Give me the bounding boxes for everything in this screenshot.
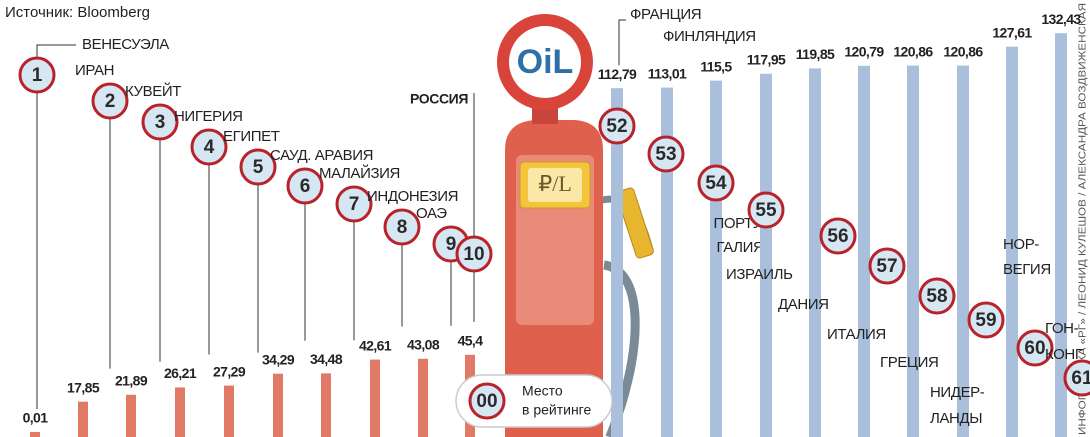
category-label: ГРЕЦИЯ: [880, 354, 938, 371]
source: Источник: Bloomberg: [5, 4, 150, 21]
value-label: 27,29: [213, 363, 246, 379]
value-label: 120,86: [943, 43, 983, 59]
category-label: ГАЛИЯ: [717, 239, 764, 256]
category-label: САУД. АРАВИЯ: [270, 147, 373, 164]
category-label: ИНДОНЕЗИЯ: [367, 188, 458, 205]
value-label: 34,48: [310, 351, 343, 367]
rank: 60: [1024, 338, 1045, 359]
value-label: 120,79: [844, 43, 884, 59]
category-label: ОАЭ: [416, 205, 447, 222]
category-label: ЕГИПЕТ: [223, 128, 280, 145]
bar: [370, 360, 380, 437]
category-label: ГОН-: [1045, 320, 1079, 337]
category-label: ИРАН: [75, 62, 114, 79]
bar: [224, 386, 234, 437]
value-label: 120,86: [893, 43, 933, 59]
value-label: 34,29: [262, 351, 295, 367]
bar: [126, 395, 136, 437]
category-label: ФИНЛЯНДИЯ: [663, 28, 756, 45]
category-label: ИТАЛИЯ: [827, 326, 886, 343]
rank: 3: [155, 112, 166, 133]
value-label: 115,5: [700, 58, 732, 74]
rank: 61: [1071, 368, 1090, 389]
category-label: ФРАНЦИЯ: [630, 6, 701, 23]
rank: 56: [827, 226, 848, 247]
value-label: 42,61: [359, 337, 392, 353]
value-label: 17,85: [67, 379, 100, 395]
rank: 10: [463, 244, 484, 265]
leader-line: [619, 20, 626, 65]
rank: 53: [655, 144, 676, 165]
bar: [30, 432, 40, 437]
pump-brand: OiL: [517, 43, 574, 81]
rank: 4: [204, 137, 215, 158]
bar: [78, 402, 88, 437]
rank: 52: [606, 116, 627, 137]
bar: [858, 66, 870, 437]
category-label: НИДЕР-: [930, 384, 985, 401]
rank: 55: [755, 200, 777, 221]
bar: [760, 74, 772, 437]
category-label: КУВЕЙТ: [125, 82, 181, 100]
bar: [809, 68, 821, 437]
rank: 1: [32, 65, 43, 86]
category-label: НОР-: [1003, 236, 1039, 253]
value-label: 127,61: [992, 24, 1032, 40]
value-label: 119,85: [796, 46, 835, 62]
rank: 9: [446, 234, 457, 255]
rank: 7: [349, 194, 360, 215]
bar: [907, 66, 919, 437]
rank: 2: [105, 91, 116, 112]
category-label: ИЗРАИЛЬ: [726, 266, 793, 283]
category-label: РОССИЯ: [410, 91, 468, 107]
rank: 58: [926, 286, 947, 307]
leader-line: [37, 45, 76, 58]
rank: 54: [705, 173, 727, 194]
value-label: 45,4: [458, 333, 484, 349]
category-label: НИГЕРИЯ: [174, 108, 243, 125]
pump-sign: ₽/L: [538, 171, 572, 196]
value-label: 117,95: [747, 51, 786, 67]
category-label: ВЕГИЯ: [1003, 261, 1051, 278]
category-label: ЛАНДЫ: [930, 410, 982, 427]
chart: Источник: Bloomberg ИНФОГРАФИКА «РГ» / Л…: [0, 0, 1090, 437]
value-label: 26,21: [164, 365, 197, 381]
bar: [321, 373, 331, 437]
category-label: ВЕНЕСУЭЛА: [82, 36, 169, 53]
category-label: МАЛАЙЗИЯ: [319, 164, 400, 182]
bar: [175, 387, 185, 437]
legend-text: в рейтинге: [522, 402, 591, 418]
value-label: 0,01: [23, 410, 49, 426]
rank: 8: [397, 217, 408, 238]
category-label: ДАНИЯ: [778, 296, 829, 313]
value-label: 132,43: [1041, 11, 1081, 27]
value-label: 113,01: [648, 65, 687, 81]
legend-rank: 00: [476, 391, 497, 412]
value-label: 112,79: [598, 66, 637, 82]
bar: [418, 359, 428, 437]
value-label: 21,89: [115, 372, 148, 388]
rank: 6: [300, 176, 311, 197]
bar: [957, 66, 969, 437]
bar: [273, 374, 283, 437]
category-label: КОНГ: [1045, 346, 1083, 363]
value-label: 43,08: [407, 336, 440, 352]
legend-text: Место: [522, 383, 563, 399]
rank: 5: [253, 157, 264, 178]
rank: 59: [975, 310, 996, 331]
bar: [710, 81, 722, 437]
rank: 57: [876, 256, 897, 277]
